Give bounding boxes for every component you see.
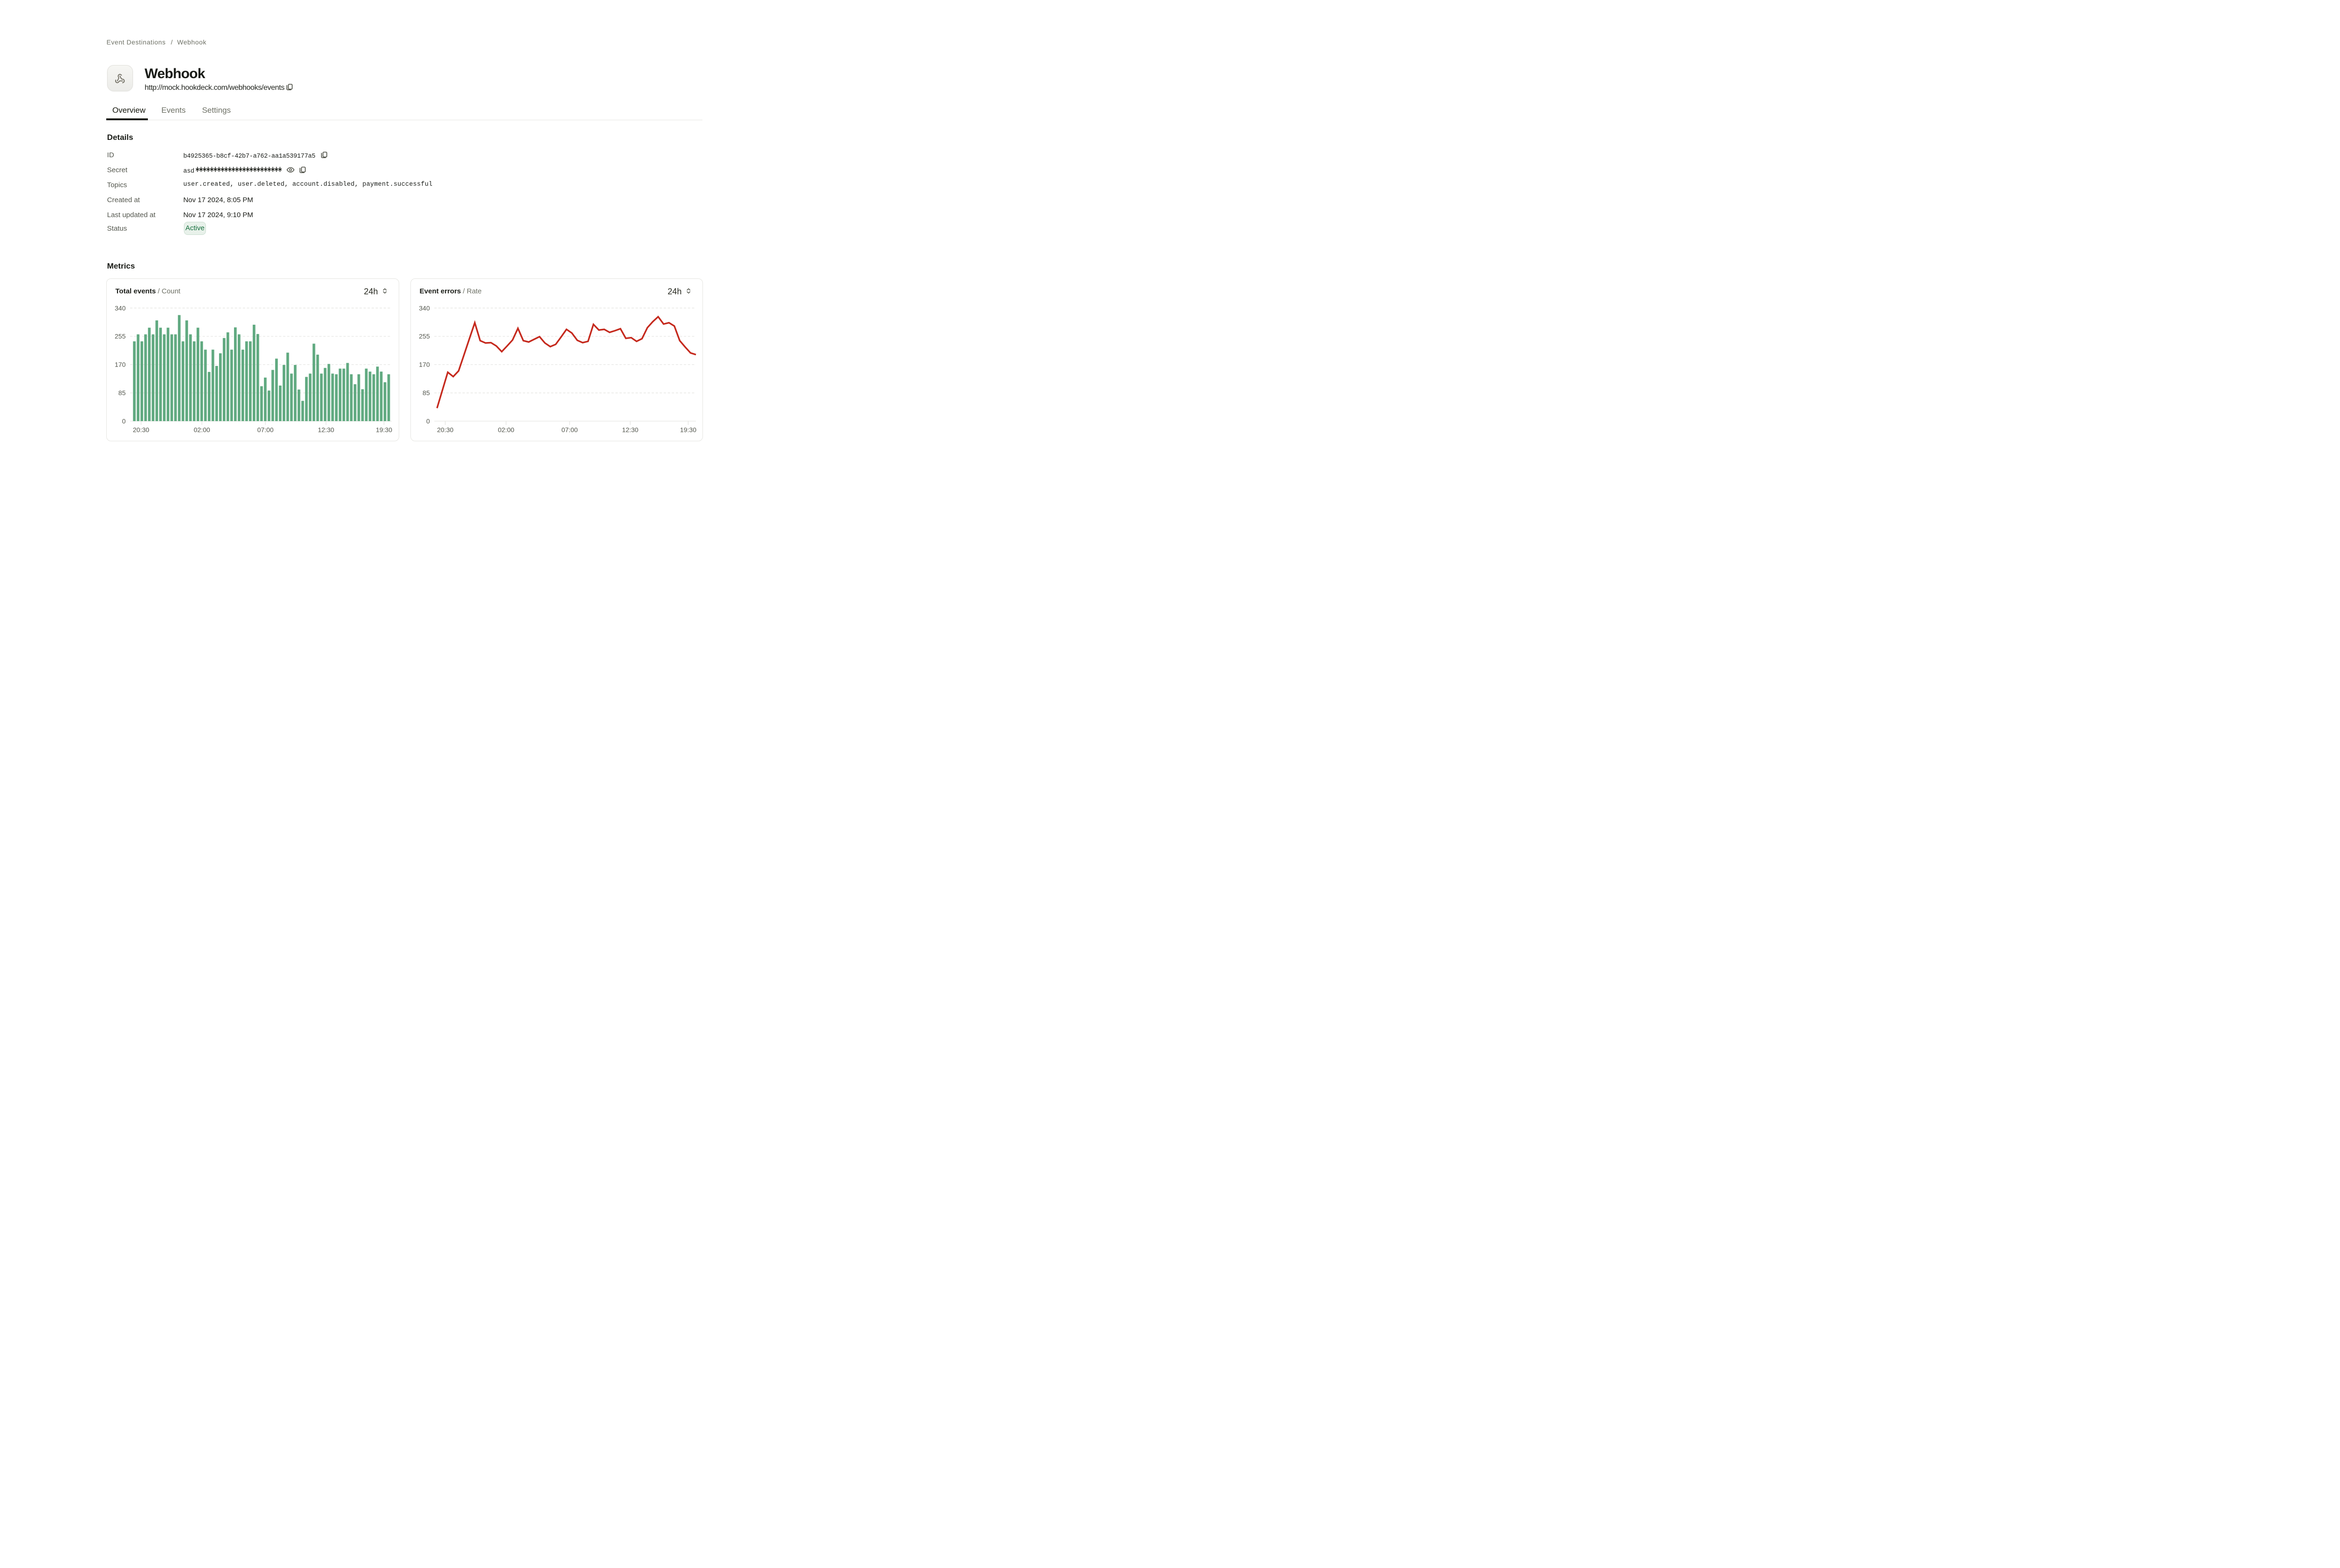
svg-text:85: 85: [118, 389, 126, 397]
svg-text:340: 340: [419, 304, 430, 312]
svg-text:07:00: 07:00: [562, 426, 578, 433]
svg-text:07:00: 07:00: [257, 426, 274, 433]
svg-text:255: 255: [419, 333, 430, 340]
svg-text:170: 170: [115, 361, 126, 368]
svg-text:170: 170: [419, 361, 430, 368]
svg-text:255: 255: [115, 333, 126, 340]
svg-text:02:00: 02:00: [194, 426, 210, 433]
svg-text:12:30: 12:30: [622, 426, 638, 433]
svg-text:340: 340: [115, 304, 126, 312]
svg-text:20:30: 20:30: [133, 426, 149, 433]
svg-text:0: 0: [122, 417, 126, 425]
svg-text:20:30: 20:30: [437, 426, 453, 433]
svg-text:19:30: 19:30: [680, 426, 696, 433]
svg-text:12:30: 12:30: [318, 426, 334, 433]
svg-text:85: 85: [423, 389, 430, 397]
svg-text:0: 0: [426, 417, 430, 425]
svg-text:19:30: 19:30: [376, 426, 392, 433]
svg-text:02:00: 02:00: [498, 426, 514, 433]
